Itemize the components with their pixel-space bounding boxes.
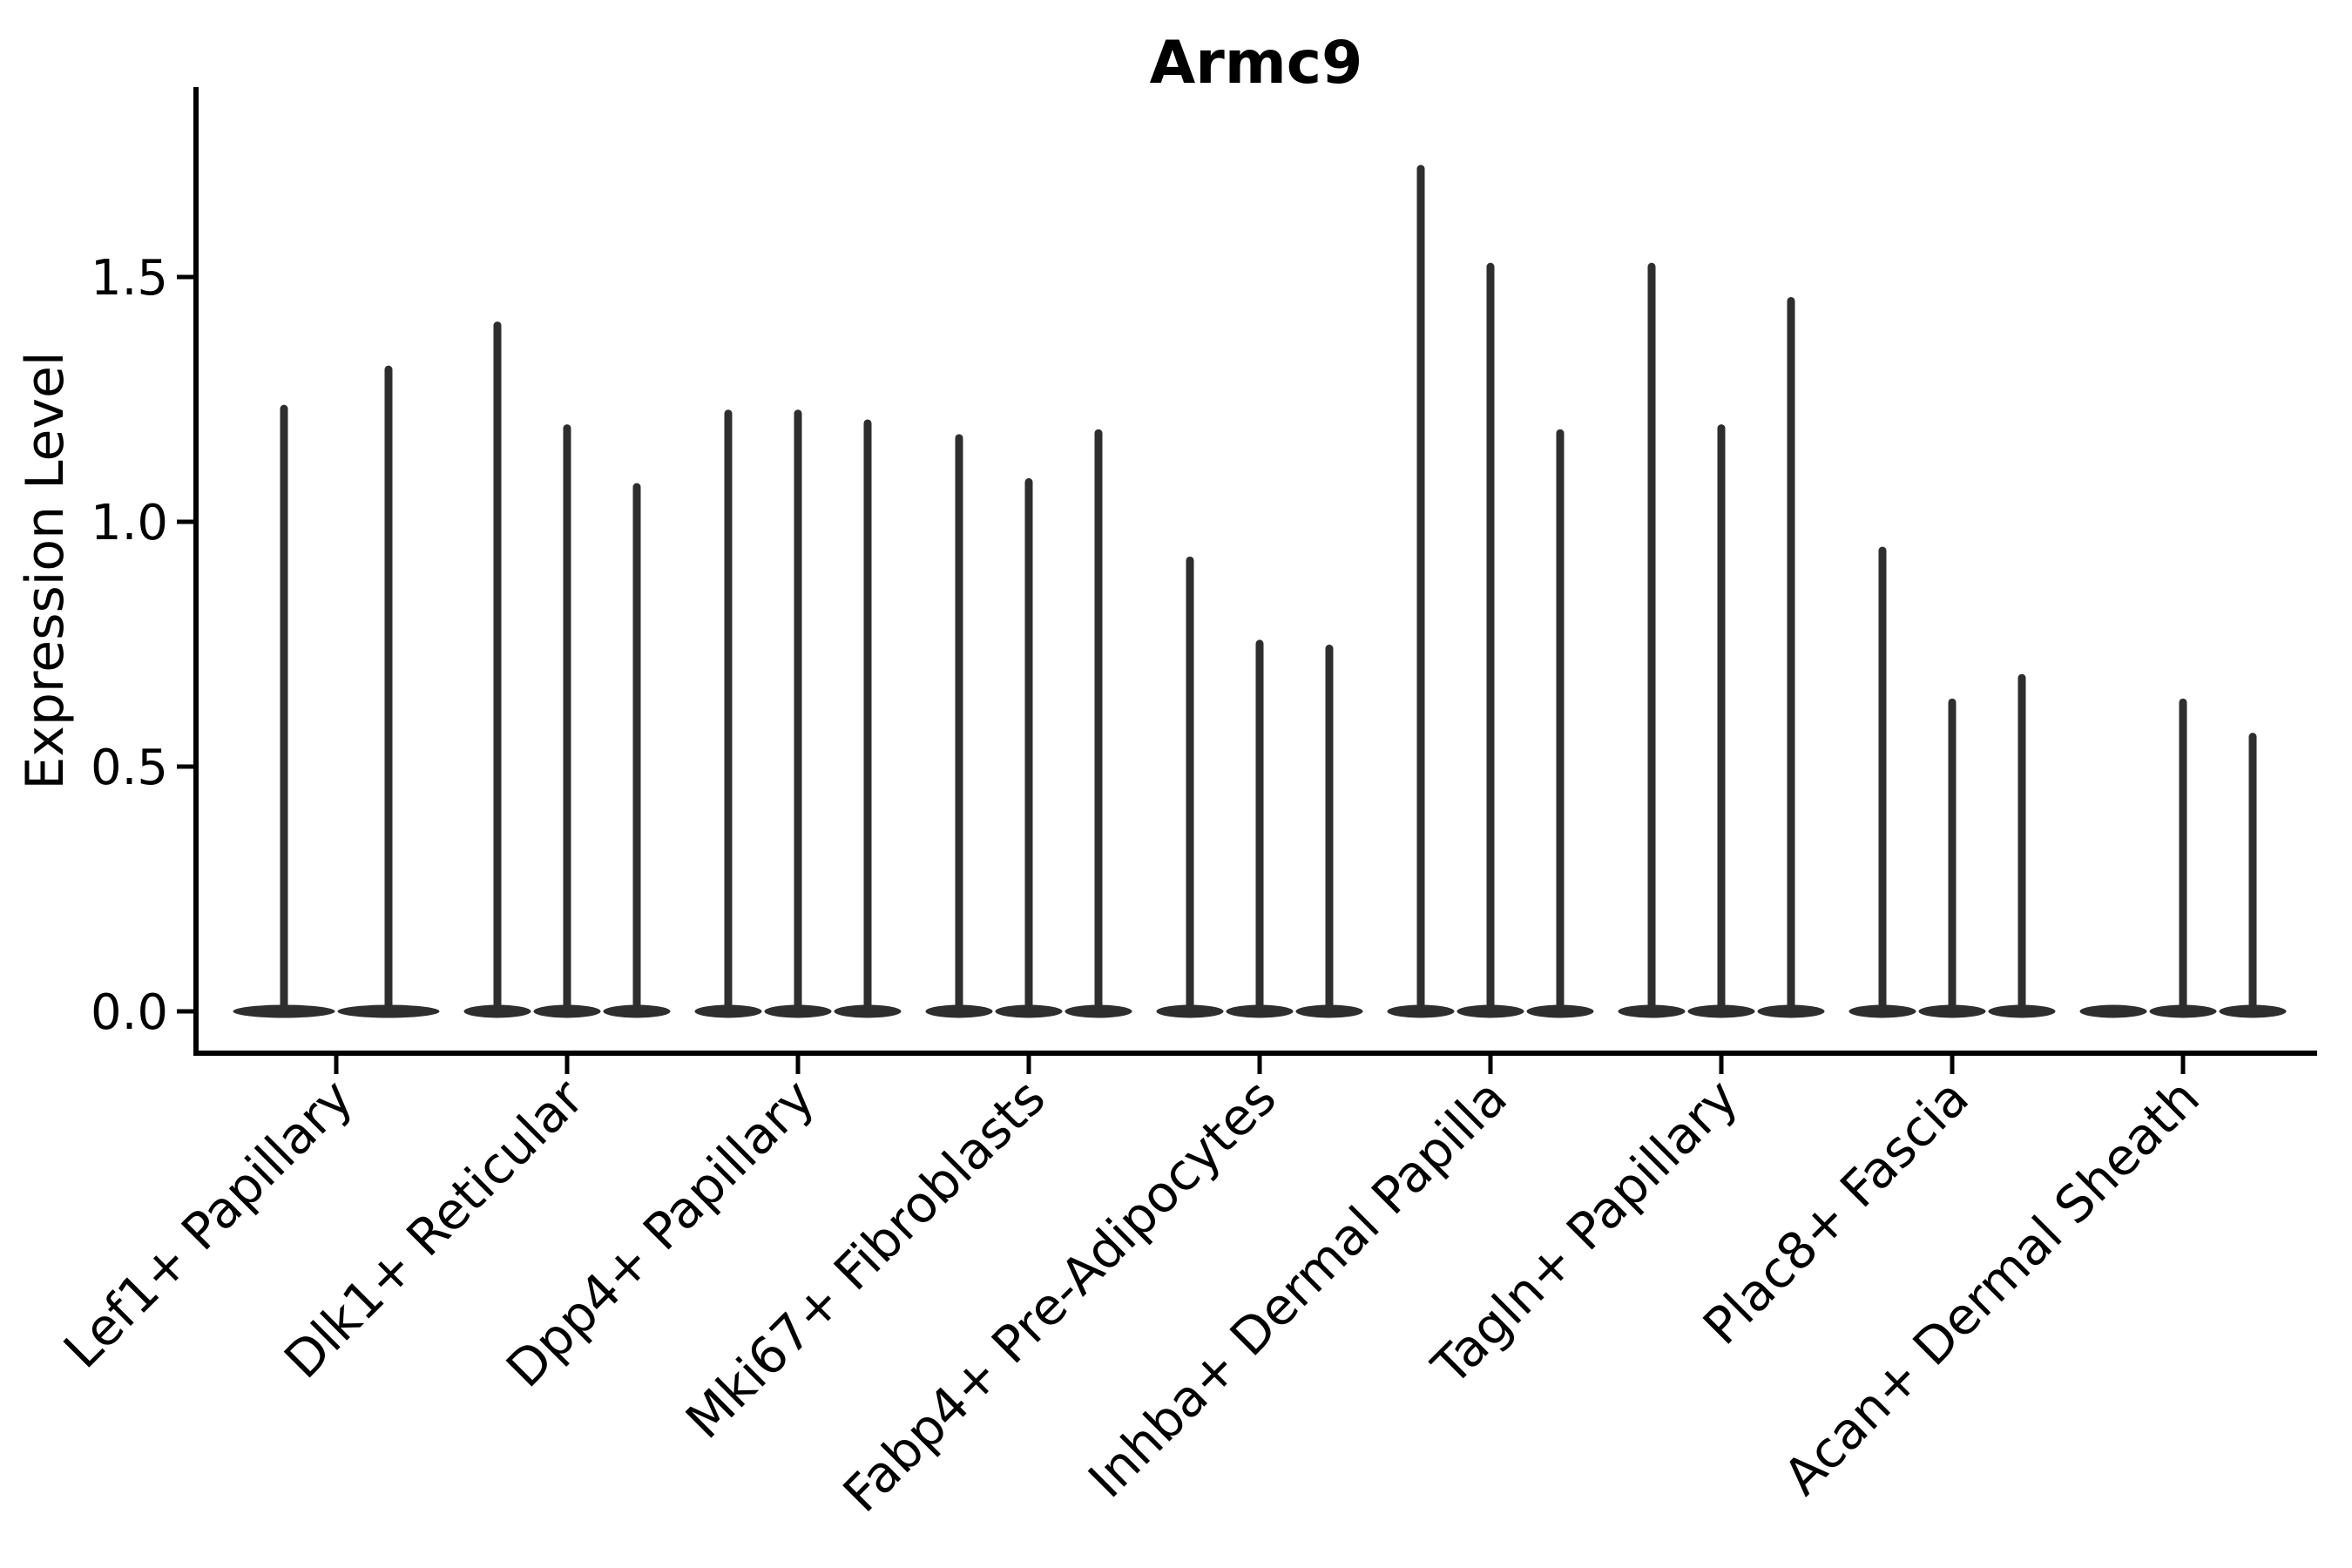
violin <box>764 409 832 1018</box>
violin <box>1687 424 1755 1018</box>
violin <box>533 424 601 1018</box>
violin <box>834 419 902 1018</box>
violin <box>1295 645 1363 1018</box>
violin <box>2079 1004 2147 1018</box>
violin <box>1156 556 1224 1018</box>
violin <box>1064 429 1132 1018</box>
violin <box>1988 673 2056 1018</box>
x-tick-label: Acan+ Dermal Sheath <box>1772 1068 2210 1506</box>
violin <box>694 409 762 1018</box>
y-tick-label: 0.5 <box>91 740 168 796</box>
y-tick-label: 1.5 <box>91 250 168 307</box>
violin <box>603 483 671 1018</box>
violin <box>1757 296 1825 1018</box>
violin <box>2219 733 2287 1018</box>
violin <box>1226 639 1294 1018</box>
x-tick-label: Fabp4+ Pre-Adipocytes <box>832 1068 1288 1524</box>
violin <box>233 404 335 1018</box>
violin <box>995 477 1063 1018</box>
violin <box>2149 698 2217 1018</box>
violin <box>1387 165 1455 1018</box>
plot-title: Armc9 <box>1150 29 1363 98</box>
violin <box>337 365 440 1018</box>
violin <box>463 321 531 1018</box>
y-tick-label: 1.0 <box>91 495 168 551</box>
y-axis-label: Expression Level <box>15 351 76 789</box>
violins-layer <box>233 165 2287 1018</box>
x-tick-label: Inhba+ Dermal Papilla <box>1077 1068 1518 1510</box>
violin <box>1456 262 1524 1018</box>
violin <box>1918 698 1986 1018</box>
violin <box>1618 262 1686 1018</box>
violin-base <box>2079 1004 2147 1018</box>
violin <box>1526 429 1594 1018</box>
violin <box>1848 546 1916 1018</box>
y-tick-label: 0.0 <box>91 984 168 1041</box>
violin <box>925 434 993 1018</box>
